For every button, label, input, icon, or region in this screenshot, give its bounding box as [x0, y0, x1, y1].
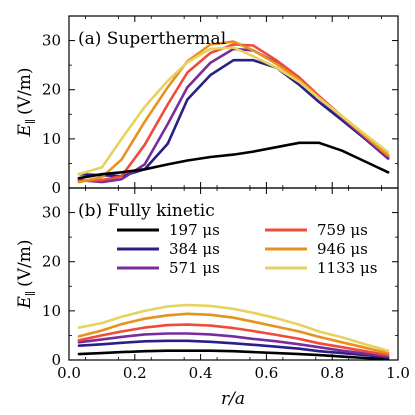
series-line-946-μs: [77, 312, 390, 355]
panel-b-label: (b) Fully kinetic: [78, 201, 215, 221]
legend-label: 759 μs: [317, 221, 368, 239]
y-tick-label: 10: [42, 130, 61, 148]
y-tick-label: 20: [42, 81, 61, 99]
panel-b-ylabel: E∥ (V/m): [15, 240, 37, 310]
ylabel-unit: (V/m): [15, 240, 35, 287]
series-line-197-μs: [77, 349, 390, 361]
svg-text:E∥(V/m): E∥ (V/m): [15, 68, 37, 138]
series-line-571-μs: [77, 332, 390, 358]
legend-label: 1133 μs: [317, 259, 377, 277]
ylabel-subscript: ∥: [24, 119, 37, 124]
y-tick-label: 10: [42, 302, 61, 320]
panel-b-ticks: 0.0 0.2 0.4 0.6 0.8 1.0 0 10 20 30: [42, 188, 410, 382]
panel-b-fully-kinetic: 0.0 0.2 0.4 0.6 0.8 1.0 0 10 20 30 (b) Fully kine…: [42, 187, 410, 382]
panel-a-plot-area: [77, 40, 390, 184]
legend-label: 571 μs: [169, 259, 220, 277]
svg-text:E∥(V/m): E∥ (V/m): [15, 240, 37, 310]
series-line-384-μs: [77, 339, 390, 359]
x-tick-label: 0.8: [320, 364, 344, 382]
legend-label: 197 μs: [169, 221, 220, 239]
series-line-197-μs: [77, 141, 390, 180]
legend-label: 384 μs: [169, 240, 220, 258]
panel-a-ticks: 0 10 20 30: [42, 16, 399, 197]
panel-b-plot-area: [77, 303, 390, 361]
series-line-1133-μs: [77, 303, 390, 353]
y-tick-label: 0: [51, 179, 61, 197]
series-line-1133-μs: [77, 46, 390, 176]
ylabel-main: E: [15, 123, 35, 137]
y-tick-label: 30: [42, 32, 61, 50]
ylabel-subscript: ∥: [24, 291, 37, 296]
ylabel-unit: (V/m): [15, 68, 35, 115]
panel-a-ylabel: E∥ (V/m): [15, 68, 37, 138]
panel-a-label: (a) Superthermal: [78, 29, 226, 49]
panel-b-frame: [68, 187, 399, 361]
x-tick-label: 0.0: [57, 364, 81, 382]
legend-label: 946 μs: [317, 240, 368, 258]
y-tick-label: 0: [51, 351, 61, 369]
x-axis-label: r/a: [221, 389, 245, 409]
series-line-946-μs: [77, 40, 390, 184]
panel-a-superthermal: 0 10 20 30 (a) Superthermal: [42, 15, 399, 197]
y-tick-label: 30: [42, 204, 61, 222]
series-line-759-μs: [77, 323, 390, 357]
x-tick-label: 0.2: [123, 364, 147, 382]
x-tick-label: 0.4: [189, 364, 213, 382]
x-tick-label: 1.0: [386, 364, 410, 382]
ylabel-main: E: [15, 295, 35, 309]
y-tick-label: 20: [42, 253, 61, 271]
series-line-759-μs: [77, 43, 390, 183]
x-tick-label: 0.6: [254, 364, 278, 382]
